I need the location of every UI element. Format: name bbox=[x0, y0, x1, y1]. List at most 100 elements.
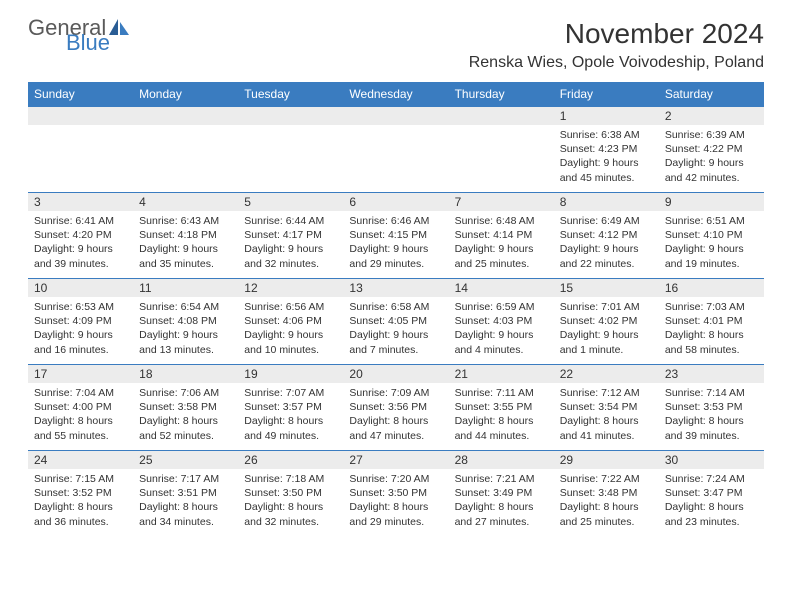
date-number: 21 bbox=[449, 365, 554, 383]
day-info: Sunrise: 7:21 AMSunset: 3:49 PMDaylight:… bbox=[449, 469, 554, 532]
day-cell: 4Sunrise: 6:43 AMSunset: 4:18 PMDaylight… bbox=[133, 193, 238, 279]
empty-date-bar bbox=[449, 107, 554, 125]
date-number: 6 bbox=[343, 193, 448, 211]
day-header-row: SundayMondayTuesdayWednesdayThursdayFrid… bbox=[28, 82, 764, 107]
day-info: Sunrise: 6:48 AMSunset: 4:14 PMDaylight:… bbox=[449, 211, 554, 274]
day-cell: 22Sunrise: 7:12 AMSunset: 3:54 PMDayligh… bbox=[554, 365, 659, 451]
day-cell bbox=[133, 107, 238, 193]
logo: General Blue bbox=[28, 18, 130, 54]
day-cell: 15Sunrise: 7:01 AMSunset: 4:02 PMDayligh… bbox=[554, 279, 659, 365]
day-info: Sunrise: 7:17 AMSunset: 3:51 PMDaylight:… bbox=[133, 469, 238, 532]
date-number: 26 bbox=[238, 451, 343, 469]
day-header: Sunday bbox=[28, 82, 133, 107]
week-row: 24Sunrise: 7:15 AMSunset: 3:52 PMDayligh… bbox=[28, 451, 764, 537]
calendar-body: 1Sunrise: 6:38 AMSunset: 4:23 PMDaylight… bbox=[28, 107, 764, 537]
day-cell bbox=[238, 107, 343, 193]
day-info: Sunrise: 6:46 AMSunset: 4:15 PMDaylight:… bbox=[343, 211, 448, 274]
day-cell bbox=[343, 107, 448, 193]
date-number: 17 bbox=[28, 365, 133, 383]
day-cell: 10Sunrise: 6:53 AMSunset: 4:09 PMDayligh… bbox=[28, 279, 133, 365]
date-number: 25 bbox=[133, 451, 238, 469]
date-number: 30 bbox=[659, 451, 764, 469]
empty-date-bar bbox=[343, 107, 448, 125]
day-cell: 17Sunrise: 7:04 AMSunset: 4:00 PMDayligh… bbox=[28, 365, 133, 451]
date-number: 2 bbox=[659, 107, 764, 125]
day-cell: 25Sunrise: 7:17 AMSunset: 3:51 PMDayligh… bbox=[133, 451, 238, 537]
day-info: Sunrise: 7:01 AMSunset: 4:02 PMDaylight:… bbox=[554, 297, 659, 360]
date-number: 24 bbox=[28, 451, 133, 469]
day-cell: 28Sunrise: 7:21 AMSunset: 3:49 PMDayligh… bbox=[449, 451, 554, 537]
date-number: 28 bbox=[449, 451, 554, 469]
day-cell: 13Sunrise: 6:58 AMSunset: 4:05 PMDayligh… bbox=[343, 279, 448, 365]
date-number: 15 bbox=[554, 279, 659, 297]
date-number: 22 bbox=[554, 365, 659, 383]
week-row: 17Sunrise: 7:04 AMSunset: 4:00 PMDayligh… bbox=[28, 365, 764, 451]
day-info: Sunrise: 6:58 AMSunset: 4:05 PMDaylight:… bbox=[343, 297, 448, 360]
date-number: 12 bbox=[238, 279, 343, 297]
empty-date-bar bbox=[28, 107, 133, 125]
day-info: Sunrise: 7:15 AMSunset: 3:52 PMDaylight:… bbox=[28, 469, 133, 532]
logo-text-blue: Blue bbox=[66, 33, 130, 54]
day-cell: 21Sunrise: 7:11 AMSunset: 3:55 PMDayligh… bbox=[449, 365, 554, 451]
day-cell: 12Sunrise: 6:56 AMSunset: 4:06 PMDayligh… bbox=[238, 279, 343, 365]
day-info: Sunrise: 6:43 AMSunset: 4:18 PMDaylight:… bbox=[133, 211, 238, 274]
day-info: Sunrise: 7:11 AMSunset: 3:55 PMDaylight:… bbox=[449, 383, 554, 446]
day-info: Sunrise: 6:59 AMSunset: 4:03 PMDaylight:… bbox=[449, 297, 554, 360]
calendar-table: SundayMondayTuesdayWednesdayThursdayFrid… bbox=[28, 82, 764, 537]
date-number: 9 bbox=[659, 193, 764, 211]
date-number: 20 bbox=[343, 365, 448, 383]
day-info: Sunrise: 6:51 AMSunset: 4:10 PMDaylight:… bbox=[659, 211, 764, 274]
day-info: Sunrise: 6:49 AMSunset: 4:12 PMDaylight:… bbox=[554, 211, 659, 274]
day-cell: 3Sunrise: 6:41 AMSunset: 4:20 PMDaylight… bbox=[28, 193, 133, 279]
day-header: Thursday bbox=[449, 82, 554, 107]
date-number: 23 bbox=[659, 365, 764, 383]
day-info: Sunrise: 6:44 AMSunset: 4:17 PMDaylight:… bbox=[238, 211, 343, 274]
day-cell: 19Sunrise: 7:07 AMSunset: 3:57 PMDayligh… bbox=[238, 365, 343, 451]
date-number: 16 bbox=[659, 279, 764, 297]
day-info: Sunrise: 7:04 AMSunset: 4:00 PMDaylight:… bbox=[28, 383, 133, 446]
date-number: 5 bbox=[238, 193, 343, 211]
day-header: Monday bbox=[133, 82, 238, 107]
day-cell: 5Sunrise: 6:44 AMSunset: 4:17 PMDaylight… bbox=[238, 193, 343, 279]
empty-date-bar bbox=[238, 107, 343, 125]
day-cell: 14Sunrise: 6:59 AMSunset: 4:03 PMDayligh… bbox=[449, 279, 554, 365]
day-cell: 29Sunrise: 7:22 AMSunset: 3:48 PMDayligh… bbox=[554, 451, 659, 537]
day-info: Sunrise: 7:03 AMSunset: 4:01 PMDaylight:… bbox=[659, 297, 764, 360]
day-cell: 11Sunrise: 6:54 AMSunset: 4:08 PMDayligh… bbox=[133, 279, 238, 365]
day-cell: 2Sunrise: 6:39 AMSunset: 4:22 PMDaylight… bbox=[659, 107, 764, 193]
day-cell: 20Sunrise: 7:09 AMSunset: 3:56 PMDayligh… bbox=[343, 365, 448, 451]
day-info: Sunrise: 6:53 AMSunset: 4:09 PMDaylight:… bbox=[28, 297, 133, 360]
day-header: Wednesday bbox=[343, 82, 448, 107]
day-cell: 7Sunrise: 6:48 AMSunset: 4:14 PMDaylight… bbox=[449, 193, 554, 279]
day-cell: 8Sunrise: 6:49 AMSunset: 4:12 PMDaylight… bbox=[554, 193, 659, 279]
day-info: Sunrise: 7:20 AMSunset: 3:50 PMDaylight:… bbox=[343, 469, 448, 532]
day-cell: 9Sunrise: 6:51 AMSunset: 4:10 PMDaylight… bbox=[659, 193, 764, 279]
day-info: Sunrise: 7:22 AMSunset: 3:48 PMDaylight:… bbox=[554, 469, 659, 532]
date-number: 4 bbox=[133, 193, 238, 211]
week-row: 3Sunrise: 6:41 AMSunset: 4:20 PMDaylight… bbox=[28, 193, 764, 279]
date-number: 1 bbox=[554, 107, 659, 125]
date-number: 14 bbox=[449, 279, 554, 297]
day-info: Sunrise: 6:56 AMSunset: 4:06 PMDaylight:… bbox=[238, 297, 343, 360]
empty-date-bar bbox=[133, 107, 238, 125]
date-number: 10 bbox=[28, 279, 133, 297]
day-info: Sunrise: 7:07 AMSunset: 3:57 PMDaylight:… bbox=[238, 383, 343, 446]
date-number: 7 bbox=[449, 193, 554, 211]
day-cell: 23Sunrise: 7:14 AMSunset: 3:53 PMDayligh… bbox=[659, 365, 764, 451]
day-cell: 26Sunrise: 7:18 AMSunset: 3:50 PMDayligh… bbox=[238, 451, 343, 537]
day-header: Friday bbox=[554, 82, 659, 107]
day-info: Sunrise: 7:12 AMSunset: 3:54 PMDaylight:… bbox=[554, 383, 659, 446]
title-block: November 2024 Renska Wies, Opole Voivode… bbox=[469, 18, 764, 72]
day-info: Sunrise: 7:14 AMSunset: 3:53 PMDaylight:… bbox=[659, 383, 764, 446]
day-info: Sunrise: 6:38 AMSunset: 4:23 PMDaylight:… bbox=[554, 125, 659, 188]
day-cell: 30Sunrise: 7:24 AMSunset: 3:47 PMDayligh… bbox=[659, 451, 764, 537]
date-number: 19 bbox=[238, 365, 343, 383]
day-header: Tuesday bbox=[238, 82, 343, 107]
date-number: 11 bbox=[133, 279, 238, 297]
date-number: 3 bbox=[28, 193, 133, 211]
day-cell: 18Sunrise: 7:06 AMSunset: 3:58 PMDayligh… bbox=[133, 365, 238, 451]
date-number: 8 bbox=[554, 193, 659, 211]
day-cell: 6Sunrise: 6:46 AMSunset: 4:15 PMDaylight… bbox=[343, 193, 448, 279]
day-cell: 1Sunrise: 6:38 AMSunset: 4:23 PMDaylight… bbox=[554, 107, 659, 193]
day-info: Sunrise: 7:06 AMSunset: 3:58 PMDaylight:… bbox=[133, 383, 238, 446]
